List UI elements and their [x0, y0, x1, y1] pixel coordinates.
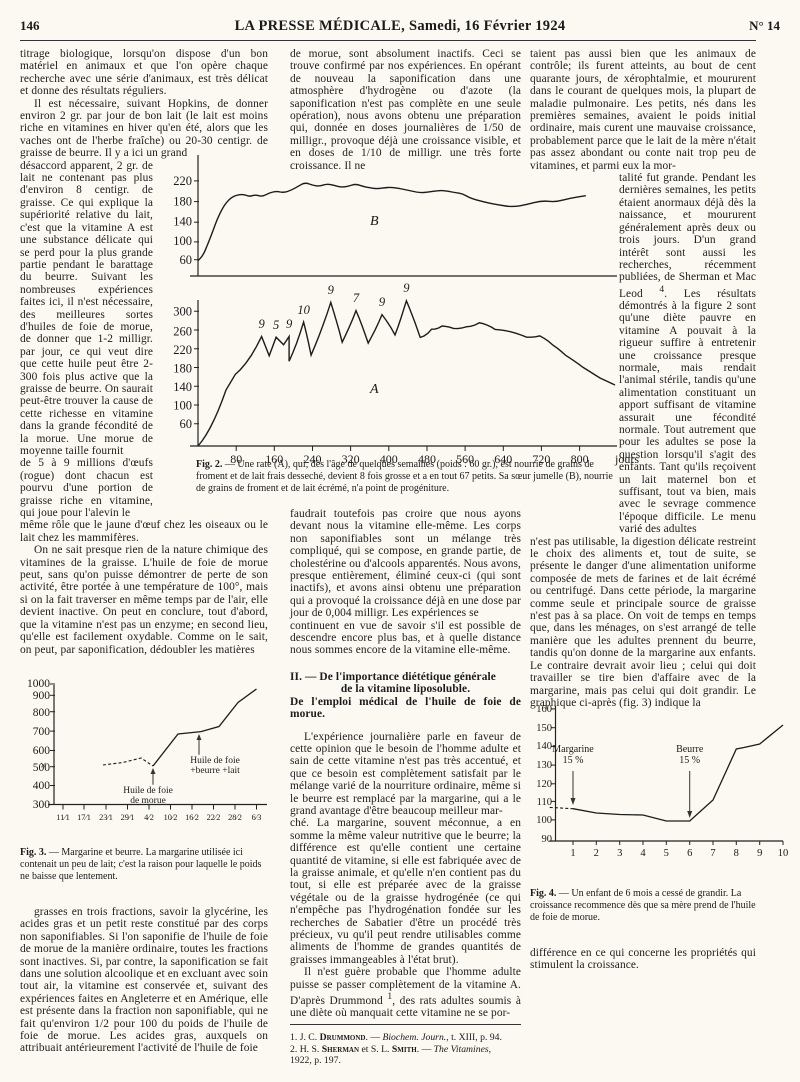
- svg-text:90: 90: [542, 834, 553, 845]
- svg-text:130: 130: [536, 760, 552, 771]
- svg-text:10: 10: [778, 848, 789, 859]
- svg-text:100: 100: [536, 815, 552, 826]
- svg-text:15 %: 15 %: [563, 755, 584, 766]
- svg-text:110: 110: [537, 797, 552, 808]
- svg-text:Margarine: Margarine: [552, 744, 594, 755]
- svg-text:140: 140: [536, 741, 552, 752]
- svg-text:150: 150: [536, 723, 552, 734]
- svg-text:6: 6: [687, 848, 692, 859]
- svg-text:15 %: 15 %: [679, 755, 700, 766]
- svg-text:7: 7: [710, 848, 715, 859]
- svg-text:4: 4: [640, 848, 646, 859]
- svg-text:1: 1: [570, 848, 575, 859]
- svg-text:2: 2: [594, 848, 599, 859]
- svg-text:8: 8: [734, 848, 739, 859]
- svg-text:Beurre: Beurre: [676, 744, 704, 755]
- svg-text:5: 5: [664, 848, 669, 859]
- svg-text:3: 3: [617, 848, 622, 859]
- svg-text:9: 9: [757, 848, 762, 859]
- svg-text:160: 160: [536, 704, 552, 715]
- svg-text:120: 120: [536, 779, 552, 790]
